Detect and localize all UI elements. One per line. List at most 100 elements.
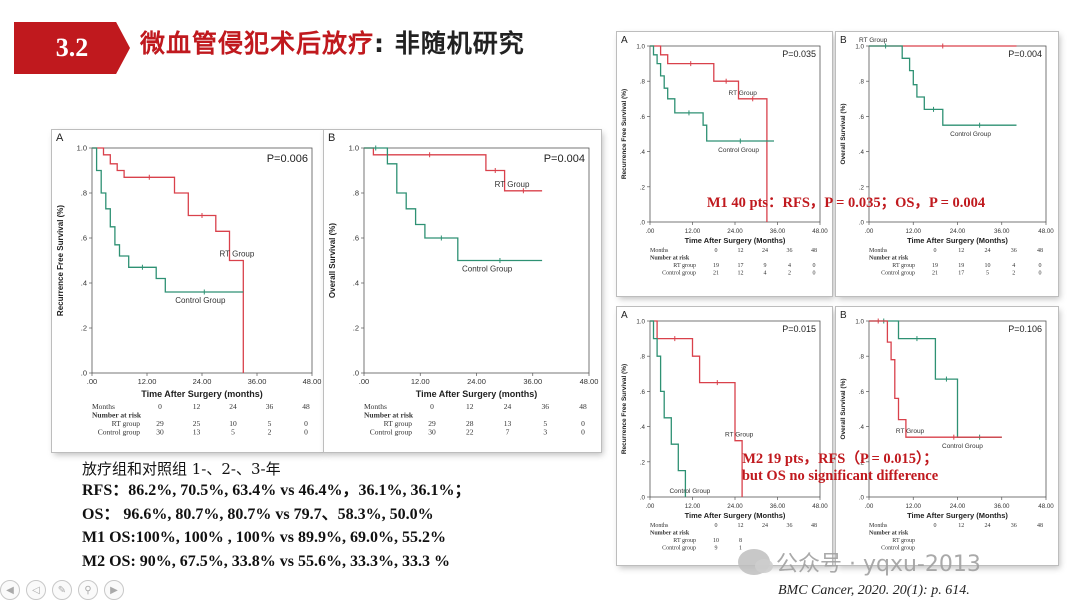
risk-rt-label: RT group — [673, 263, 696, 269]
y-tick-label: .0 — [640, 495, 646, 502]
risk-month-value: 0 — [430, 402, 434, 411]
risk-month-value: 12 — [738, 523, 744, 529]
x-tick-label: 24.00 — [727, 228, 743, 235]
x-tick-label: 24.00 — [467, 377, 486, 386]
km-chart-svg: A P=0.035 .0 .2 .4 .6 .8 1.0 .00 12.00 24.00 36.00 4… — [621, 35, 828, 277]
risk-rt-label: RT group — [384, 419, 413, 428]
x-tick-label: .00 — [646, 228, 655, 235]
x-tick-label: 12.00 — [685, 228, 701, 235]
risk-rt-value: 0 — [581, 419, 585, 428]
x-tick-label: 48.00 — [812, 228, 828, 235]
risk-header-label: Number at risk — [650, 256, 690, 262]
risk-month-value: 36 — [1011, 523, 1017, 529]
plot-frame — [868, 45, 1047, 223]
summary-block: 放疗组和对照组 1-、2-、3-年 RFS：86.2%, 70.5%, 63.4… — [82, 458, 470, 573]
x-tick-label: .00 — [359, 377, 369, 386]
y-tick-label: .8 — [640, 79, 646, 86]
slide-title-sub: : 非随机研究 — [374, 29, 525, 58]
y-tick-label: 1.0 — [636, 44, 645, 51]
y-tick-label: .0 — [859, 495, 865, 502]
risk-month-value: 0 — [715, 248, 718, 254]
pen-icon[interactable]: ✎ — [52, 580, 72, 600]
risk-month-value: 0 — [158, 402, 162, 411]
summary-heading: 放疗组和对照组 1-、2-、3-年 — [82, 460, 281, 478]
series-label: RT Group — [896, 428, 925, 435]
risk-control-value: 5 — [231, 428, 235, 437]
km-panel-m1-b: B P=0.004 .0 .2 .4 .6 .8 1.0 .00 12.00 24.00 36.00 4… — [836, 32, 1058, 296]
risk-rt-label: RT group — [892, 263, 915, 269]
risk-month-value: 48 — [811, 523, 817, 529]
next-icon[interactable]: ▶ — [104, 580, 124, 600]
risk-control-value: 5 — [986, 271, 989, 277]
risk-control-value: 4 — [764, 271, 767, 277]
prev-icon[interactable]: ◀ — [0, 580, 20, 600]
km-curve-rt — [364, 147, 543, 192]
x-axis-label: Time After Surgery (Months) — [685, 511, 786, 520]
series-label: Control Group — [175, 296, 226, 305]
risk-control-value: 2 — [268, 428, 272, 437]
y-tick-label: .6 — [81, 234, 87, 243]
y-tick-label: .8 — [353, 189, 359, 198]
x-tick-label: 12.00 — [906, 228, 922, 235]
risk-rt-value: 0 — [304, 419, 308, 428]
y-tick-label: .8 — [640, 354, 646, 361]
x-tick-label: 12.00 — [411, 377, 430, 386]
risk-control-value: 3 — [543, 428, 547, 437]
risk-control-label: Control group — [98, 428, 141, 437]
m1-annotation-text: M1 40 pts：RFS，P = 0.035；OS，P = 0.004 — [706, 195, 986, 211]
risk-control-value: 30 — [428, 428, 436, 437]
watermark-text: 公众号 · yqxu-2013 — [776, 552, 981, 577]
risk-month-value: 48 — [302, 402, 310, 411]
x-tick-label: 36.00 — [994, 503, 1010, 510]
y-tick-label: .0 — [859, 220, 865, 227]
risk-rt-value: 25 — [193, 419, 201, 428]
risk-control-label: Control group — [662, 546, 696, 552]
series-label: RT Group — [729, 90, 758, 97]
x-tick-label: 36.00 — [770, 503, 786, 510]
km-curve-rt — [92, 147, 244, 373]
risk-rt-value: 4 — [1012, 263, 1015, 269]
y-tick-label: .2 — [859, 459, 865, 466]
y-tick-label: 1.0 — [77, 144, 87, 153]
risk-control-value: 0 — [304, 428, 308, 437]
x-tick-label: 48.00 — [1038, 503, 1054, 510]
risk-month-value: 36 — [787, 248, 793, 254]
series-label: RT Group — [725, 432, 754, 439]
risk-rt-label: RT group — [892, 538, 915, 544]
summary-os: OS： 96.6%, 80.7%, 80.7% vs 79.7、58.3%, 5… — [82, 505, 434, 523]
x-tick-label: 48.00 — [812, 503, 828, 510]
risk-months-label: Months — [364, 402, 387, 411]
km-curve-control — [869, 320, 1002, 438]
y-tick-label: .4 — [640, 424, 646, 431]
x-axis-label: Time After Surgery (months) — [141, 389, 263, 399]
risk-control-value: 17 — [958, 271, 964, 277]
y-tick-label: .8 — [859, 79, 865, 86]
risk-month-value: 0 — [934, 523, 937, 529]
risk-month-value: 48 — [811, 248, 817, 254]
wechat-logo-icon — [738, 549, 773, 575]
risk-months-label: Months — [869, 523, 888, 529]
zoom-icon[interactable]: ⚲ — [78, 580, 98, 600]
panel-letter: A — [621, 310, 628, 321]
x-tick-label: 24.00 — [193, 377, 212, 386]
risk-control-value: 0 — [581, 428, 585, 437]
risk-rt-label: RT group — [112, 419, 141, 428]
y-tick-label: .8 — [859, 354, 865, 361]
series-label: RT Group — [859, 37, 888, 44]
risk-month-value: 24 — [985, 248, 991, 254]
y-axis-label: Recurrence Free Survival (%) — [56, 205, 65, 316]
risk-control-value: 30 — [156, 428, 164, 437]
x-tick-label: .00 — [865, 503, 874, 510]
panel-letter: A — [56, 132, 64, 144]
series-label: Control Group — [462, 265, 513, 274]
y-tick-label: 1.0 — [349, 144, 359, 153]
risk-month-value: 0 — [934, 248, 937, 254]
back-icon[interactable]: ◁ — [26, 580, 46, 600]
y-tick-label: .4 — [859, 424, 865, 431]
y-tick-label: .0 — [353, 369, 359, 378]
y-axis-label: Recurrence Free Survival (%) — [621, 364, 628, 454]
risk-month-value: 0 — [715, 523, 718, 529]
x-tick-label: 48.00 — [1038, 228, 1054, 235]
risk-control-value: 2 — [788, 271, 791, 277]
km-chart-svg: A P=0.006 .0 .2 .4 .6 .8 1.0 .00 12.00 24.00 36.00 4… — [56, 132, 321, 437]
